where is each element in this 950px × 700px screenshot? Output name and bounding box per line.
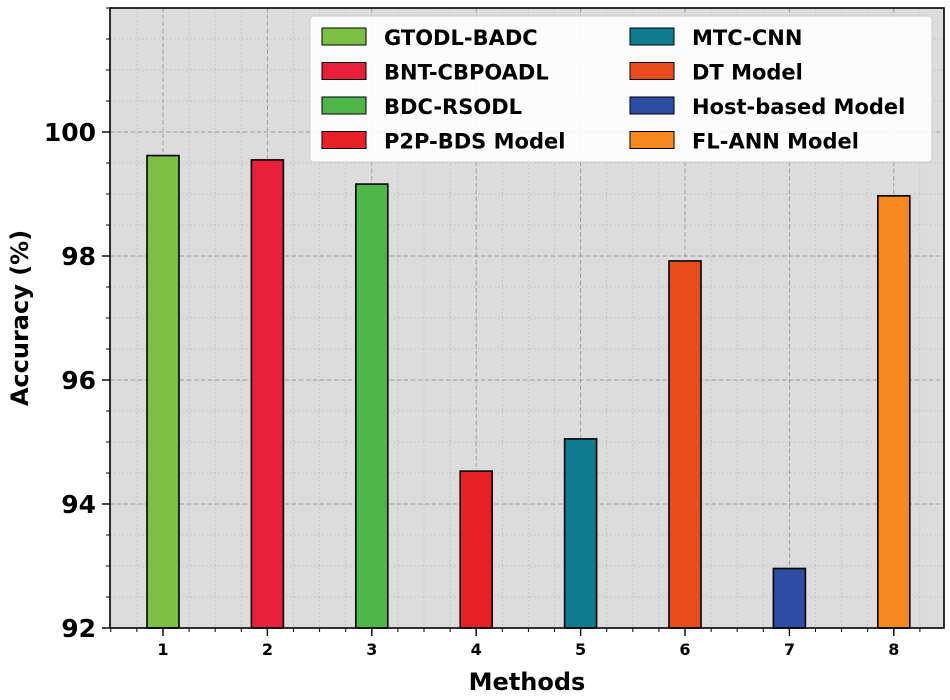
bars <box>146 154 911 629</box>
y-tick-label: 96 <box>61 366 96 395</box>
legend: GTODL-BADC BNT-CBPOADL BDC-RSODL P2P-BDS Mo… <box>309 15 933 163</box>
legend-label: P2P-BDS Model <box>384 130 565 154</box>
y-tick-label: 98 <box>61 242 96 271</box>
legend-box <box>309 15 933 163</box>
x-tick-label: 3 <box>366 640 377 659</box>
legend-label: DT Model <box>692 61 803 85</box>
bar-gtodl-badc <box>146 154 180 629</box>
bar-p2p-bds-model <box>459 470 494 629</box>
bar-host-based-model <box>772 567 807 629</box>
legend-swatch <box>321 27 367 46</box>
y-axis-label: Accuracy (%) <box>6 230 34 406</box>
legend-label: BDC-RSODL <box>384 95 522 119</box>
y-tick-label: 92 <box>61 614 96 643</box>
legend-swatch <box>321 62 367 80</box>
legend-label: Host-based Model <box>692 95 905 119</box>
bar-mtc-cnn <box>563 438 598 629</box>
x-axis-ticks: 1 2 3 4 5 6 7 8 <box>110 628 921 659</box>
legend-swatch <box>321 96 367 115</box>
x-tick-label: 4 <box>471 640 482 659</box>
bar-dt-model <box>668 260 702 629</box>
y-tick-label: 100 <box>44 118 96 147</box>
x-axis-label: Methods <box>469 668 586 696</box>
legend-swatch <box>629 27 675 46</box>
legend-label: GTODL-BADC <box>384 26 538 50</box>
y-tick-label: 94 <box>61 490 96 519</box>
x-tick-label: 1 <box>157 640 168 659</box>
x-tick-label: 6 <box>679 640 690 659</box>
bar-bnt-cbpoadl <box>250 159 285 629</box>
legend-swatch <box>629 96 675 115</box>
x-tick-label: 8 <box>888 640 899 659</box>
bar-bdc-rsodl <box>354 183 389 629</box>
legend-swatch <box>321 131 367 149</box>
x-tick-label: 7 <box>784 640 795 659</box>
x-tick-label: 5 <box>575 640 586 659</box>
legend-label: BNT-CBPOADL <box>384 61 549 85</box>
x-tick-label: 2 <box>262 640 273 659</box>
legend-label: MTC-CNN <box>692 26 802 50</box>
legend-label: FL-ANN Model <box>692 130 859 154</box>
bar-fl-ann-model <box>876 195 911 629</box>
legend-swatch <box>629 62 675 80</box>
y-axis-ticks: 92 94 96 98 100 <box>44 7 110 643</box>
legend-swatch <box>629 131 675 149</box>
